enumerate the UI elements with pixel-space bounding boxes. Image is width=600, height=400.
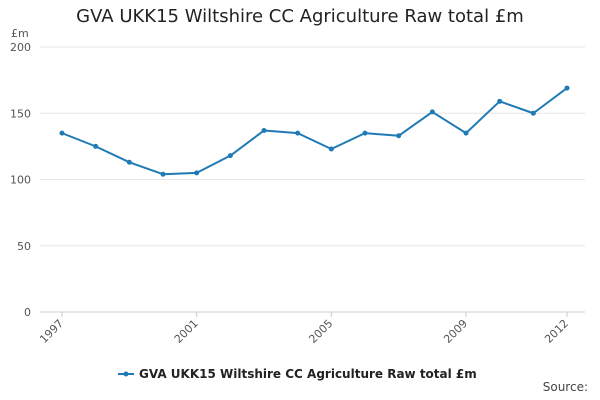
y-tick-label: 200 <box>10 41 31 54</box>
data-point[interactable] <box>295 130 301 136</box>
data-point[interactable] <box>328 146 334 152</box>
y-tick-label: 150 <box>10 107 31 120</box>
gridlines <box>40 46 585 313</box>
y-tick-label: 50 <box>17 240 31 253</box>
data-point[interactable] <box>126 159 132 165</box>
data-point[interactable] <box>530 110 536 116</box>
legend[interactable]: GVA UKK15 Wiltshire CC Agriculture Raw t… <box>118 367 477 381</box>
legend-label: GVA UKK15 Wiltshire CC Agriculture Raw t… <box>139 367 477 381</box>
x-tick-label: 1997 <box>37 317 66 346</box>
x-tick-label: 2001 <box>172 317 201 346</box>
x-tick-label: 2012 <box>542 317 571 346</box>
data-point[interactable] <box>261 127 267 133</box>
data-point[interactable] <box>93 143 99 149</box>
data-point[interactable] <box>59 130 65 136</box>
x-axis-ticks: 1997 2001 2005 2009 2012 <box>37 312 571 346</box>
y-tick-label: 0 <box>24 306 31 319</box>
data-point[interactable] <box>463 130 469 136</box>
data-point[interactable] <box>227 153 233 159</box>
x-tick-label: 2005 <box>306 317 335 346</box>
data-point[interactable] <box>564 85 570 91</box>
data-point[interactable] <box>396 133 402 139</box>
legend-dot-marker <box>123 371 129 377</box>
series-group <box>59 85 570 177</box>
chart-title: GVA UKK15 Wiltshire CC Agriculture Raw t… <box>76 6 524 27</box>
y-tick-label: 100 <box>10 174 31 187</box>
y-axis-label: £m <box>11 27 29 40</box>
data-point[interactable] <box>429 109 435 115</box>
y-axis-ticks: 0 50 100 150 200 <box>10 41 31 319</box>
x-tick-label: 2009 <box>441 317 470 346</box>
data-point[interactable] <box>497 98 503 104</box>
data-point[interactable] <box>194 170 200 176</box>
data-point[interactable] <box>362 130 368 136</box>
data-point[interactable] <box>160 171 166 177</box>
source-label: Source: <box>542 380 588 394</box>
series-line <box>61 87 568 176</box>
